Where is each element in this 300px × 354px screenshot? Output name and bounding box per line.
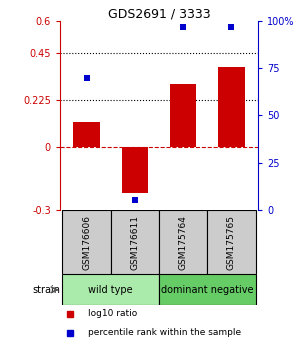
Bar [159, 274, 256, 305]
Text: GSM175765: GSM175765 [227, 215, 236, 270]
Text: GSM176606: GSM176606 [82, 215, 91, 270]
Point [181, 24, 185, 30]
Text: log10 ratio: log10 ratio [88, 309, 137, 318]
Bar [159, 210, 207, 274]
Text: GSM175764: GSM175764 [178, 215, 188, 269]
Bar [170, 84, 196, 147]
Text: dominant negative: dominant negative [161, 285, 254, 295]
Bar [207, 210, 256, 274]
Title: GDS2691 / 3333: GDS2691 / 3333 [108, 7, 210, 20]
Bar [218, 67, 245, 147]
Text: percentile rank within the sample: percentile rank within the sample [88, 328, 241, 337]
Text: GSM176611: GSM176611 [130, 215, 140, 270]
Bar [62, 210, 111, 274]
Text: strain: strain [32, 285, 61, 295]
Bar [122, 147, 148, 193]
Point [133, 198, 137, 203]
Point [229, 24, 234, 30]
Bar [111, 210, 159, 274]
Point [84, 75, 89, 81]
Bar [73, 122, 100, 147]
Text: wild type: wild type [88, 285, 133, 295]
Bar [62, 274, 159, 305]
